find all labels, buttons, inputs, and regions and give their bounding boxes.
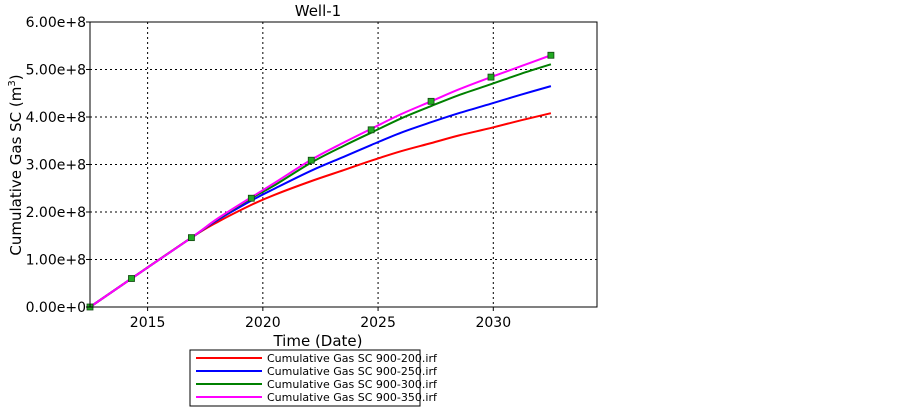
- y-axis-title: Cumulative Gas SC (m3): [7, 74, 25, 255]
- x-tick-label: 2025: [360, 315, 396, 331]
- series-line-4: [89, 54, 552, 308]
- grid: [90, 22, 597, 307]
- y-tick-label: 4.00e+8: [26, 110, 86, 126]
- y-axis-title-sup: 3: [7, 80, 18, 86]
- x-tick-label: 2020: [245, 315, 281, 331]
- series-line-2: [89, 85, 552, 308]
- legend-label-2: Cumulative Gas SC 900-250.irf: [267, 365, 438, 378]
- data-marker: [187, 234, 195, 242]
- x-tick-label: 2015: [130, 315, 166, 331]
- data-marker: [427, 97, 435, 105]
- x-axis-ticks: 2015 2020 2025 2030: [130, 307, 511, 331]
- series-line-1: [89, 112, 552, 308]
- y-tick-label: 0.00e+0: [26, 300, 86, 316]
- data-markers: [86, 51, 555, 311]
- y-tick-label: 6.00e+8: [26, 15, 86, 31]
- data-marker: [547, 51, 555, 59]
- y-tick-label: 5.00e+8: [26, 63, 86, 79]
- y-tick-label: 1.00e+8: [26, 253, 86, 269]
- data-marker: [367, 126, 375, 134]
- y-axis-ticks: 0.00e+0 1.00e+8 2.00e+8 3.00e+8 4.00e+8 5.00e…: [26, 15, 90, 316]
- data-marker: [307, 156, 315, 164]
- data-marker: [487, 73, 495, 81]
- y-tick-label: 3.00e+8: [26, 158, 86, 174]
- series-line-3: [89, 63, 552, 308]
- legend: Cumulative Gas SC 900-200.irfCumulative …: [189, 349, 438, 407]
- x-tick-label: 2030: [475, 315, 511, 331]
- data-marker: [128, 275, 135, 282]
- plot-series: [89, 54, 552, 308]
- chart-title: Well-1: [295, 2, 341, 20]
- y-axis-title-end: ): [7, 74, 25, 80]
- legend-label-1: Cumulative Gas SC 900-200.irf: [267, 352, 438, 365]
- y-tick-label: 2.00e+8: [26, 205, 86, 221]
- legend-label-3: Cumulative Gas SC 900-300.irf: [267, 378, 438, 391]
- y-axis-title-main: Cumulative Gas SC (m: [7, 87, 25, 256]
- x-axis-title: Time (Date): [272, 332, 362, 350]
- legend-label-4: Cumulative Gas SC 900-350.irf: [267, 391, 438, 404]
- data-marker: [247, 194, 255, 202]
